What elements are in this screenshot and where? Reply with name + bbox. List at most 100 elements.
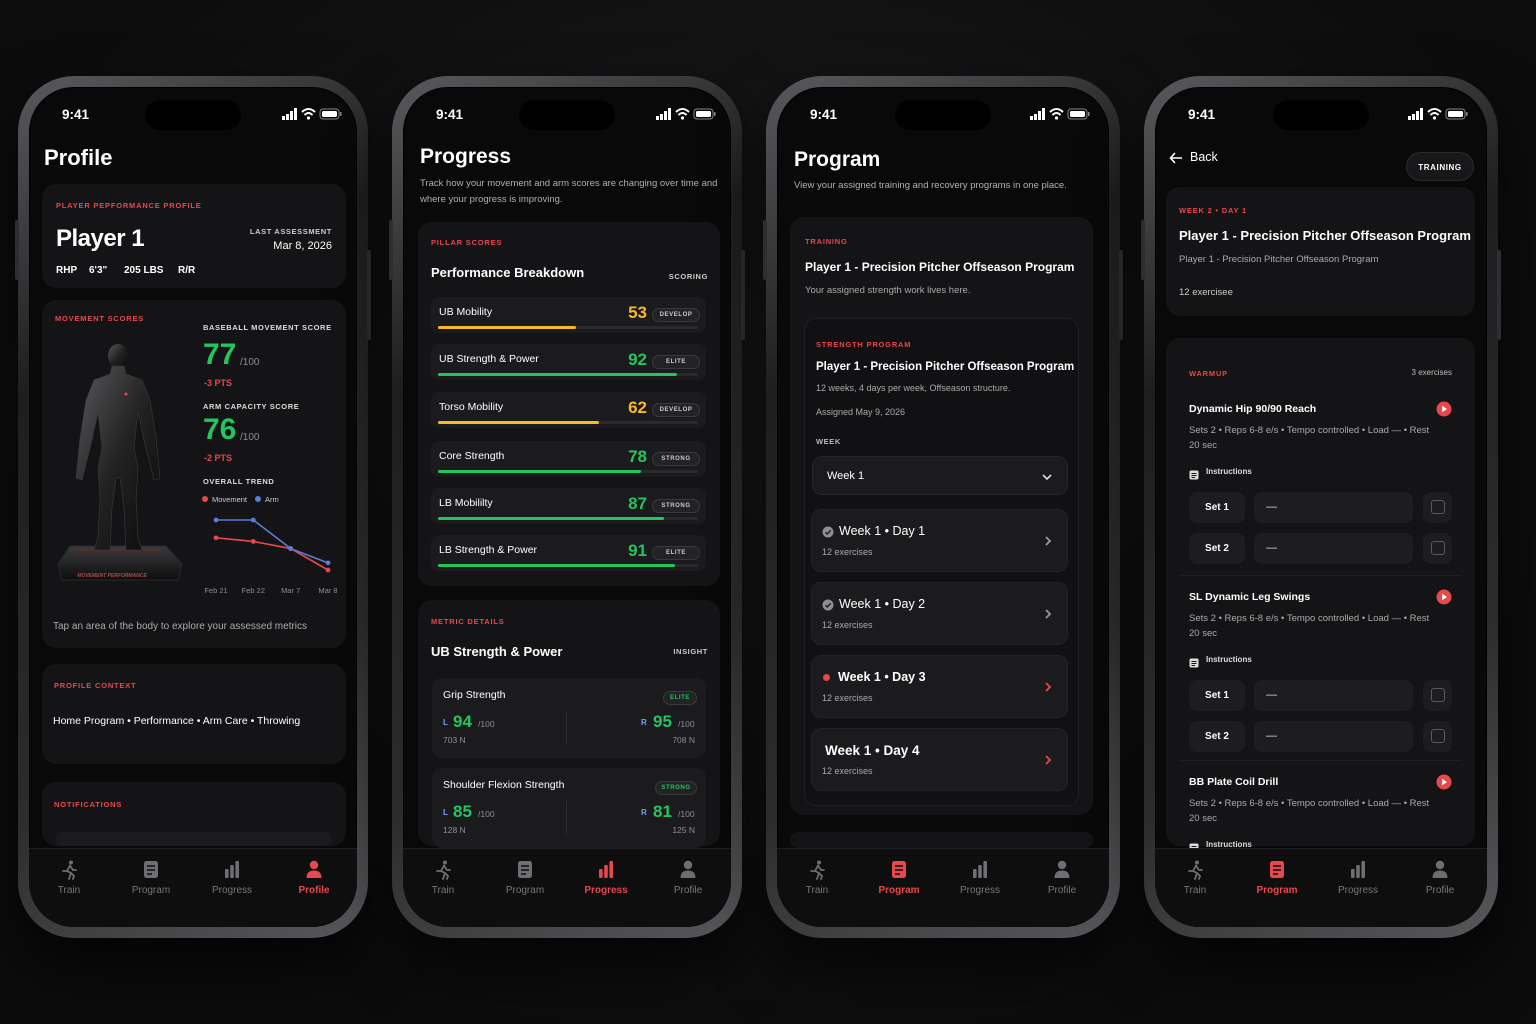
tab-icon[interactable]: [59, 859, 79, 880]
tab-label[interactable]: Profile: [1047, 884, 1077, 896]
tab-icon[interactable]: [222, 859, 242, 880]
trend-category: Mar 7: [281, 585, 301, 595]
body-figure-part: [108, 344, 128, 368]
play-button[interactable]: [1436, 774, 1452, 790]
day-row[interactable]: [811, 728, 1068, 791]
pillar-name: Torso Mobility: [439, 400, 504, 413]
section-label: TRAINING: [805, 236, 848, 246]
tab-label-active[interactable]: Program: [878, 884, 920, 896]
tab-icon[interactable]: [1430, 859, 1450, 880]
tab-icon[interactable]: [141, 859, 161, 880]
play-button[interactable]: [1436, 589, 1452, 605]
instructions-icon-part: [1189, 470, 1199, 480]
set-checkbox[interactable]: [1431, 729, 1445, 743]
status-icons-part: [1088, 112, 1090, 116]
tab-icon-part: [1435, 860, 1445, 870]
done-icon-part: [825, 529, 832, 536]
status-icons-part: [286, 114, 289, 120]
set-input[interactable]: —: [1254, 491, 1413, 523]
tab-icon-part: [983, 861, 987, 878]
tab-label-active[interactable]: Progress: [584, 884, 628, 896]
status-icons-part: [1030, 116, 1033, 120]
set-checkbox[interactable]: [1431, 500, 1445, 514]
tab-label[interactable]: Profile: [673, 884, 703, 896]
tab-label[interactable]: Progress: [1337, 884, 1378, 896]
status-icons-part: [290, 111, 293, 120]
set-checkbox[interactable]: [1431, 541, 1445, 555]
set-input[interactable]: —: [1254, 679, 1413, 711]
section-label: WEEK 2 • DAY 1: [1179, 205, 1248, 215]
exercise-count: 3 exercises: [1411, 368, 1452, 377]
tab-icon[interactable]: [807, 859, 827, 880]
player-attribute: RHP: [56, 264, 78, 276]
day-row[interactable]: [811, 509, 1068, 572]
pillar-score: 91: [628, 540, 647, 560]
tab-label[interactable]: Train: [1183, 884, 1207, 896]
tab-icon[interactable]: [1267, 859, 1287, 880]
tab-label[interactable]: Progress: [211, 884, 252, 896]
context-text: Home Program • Performance • Arm Care • …: [53, 714, 301, 727]
tab-icon[interactable]: [1185, 859, 1205, 880]
tab-icon-part: [599, 869, 603, 878]
tab-label[interactable]: Train: [57, 884, 81, 896]
phone-button: [1141, 220, 1145, 280]
chevron: [1042, 534, 1054, 546]
back-button[interactable]: Back: [1190, 150, 1218, 164]
status-icons-part: [1416, 111, 1419, 120]
tab-icon[interactable]: [970, 859, 990, 880]
week-select[interactable]: [812, 456, 1068, 495]
instructions-link[interactable]: Instructions: [1206, 840, 1252, 849]
tab-icon-part: [973, 861, 987, 878]
tab-icon-part: [1195, 860, 1199, 865]
tab-label[interactable]: Train: [431, 884, 455, 896]
tab-label[interactable]: Progress: [959, 884, 1000, 896]
tab-icon[interactable]: [304, 859, 324, 880]
tab-icon[interactable]: [596, 859, 616, 880]
done-icon: [822, 598, 834, 611]
set-checkbox-area: [1423, 679, 1452, 711]
chevron: [1042, 607, 1054, 619]
status-icons-part: [696, 111, 711, 117]
status-icons-part: [1466, 112, 1468, 116]
score-scale: /100: [478, 808, 495, 819]
score-value: 77: [203, 338, 237, 371]
legend-entry: Movement: [212, 494, 248, 504]
tab-icon-part: [680, 870, 696, 878]
tab-icon[interactable]: [433, 859, 453, 880]
day-row[interactable]: [811, 655, 1068, 718]
status-icons: [1028, 107, 1090, 121]
set-input[interactable]: —: [1254, 720, 1413, 752]
tab-icon[interactable]: [1348, 859, 1368, 880]
tab-icon[interactable]: [889, 859, 909, 880]
status-icons-part: [1054, 116, 1059, 120]
dynamic-island: [145, 100, 241, 130]
tab-label[interactable]: Train: [805, 884, 829, 896]
instructions-link[interactable]: Instructions: [1206, 655, 1252, 664]
instructions-link[interactable]: Instructions: [1206, 467, 1252, 476]
done-icon-part: [822, 526, 834, 538]
badge: ELITE: [652, 355, 700, 369]
tab-label-active[interactable]: Program: [1256, 884, 1298, 896]
done-icon-part: [822, 599, 834, 611]
play-button-part: [1442, 405, 1447, 413]
play-button[interactable]: [1436, 401, 1452, 417]
day-row[interactable]: [811, 582, 1068, 645]
set-input[interactable]: —: [1254, 532, 1413, 564]
set-checkbox[interactable]: [1431, 688, 1445, 702]
play-button-part: [1442, 778, 1447, 786]
tab-label-active[interactable]: Profile: [298, 884, 330, 896]
chevron-part: [1045, 609, 1052, 619]
tab-icon[interactable]: [1052, 859, 1072, 880]
pillar-score: 53: [628, 302, 647, 322]
tab-label[interactable]: Program: [505, 884, 545, 896]
instructions-icon-part: [1191, 661, 1197, 666]
tab-label[interactable]: Program: [131, 884, 171, 896]
pillar-bar: [438, 326, 576, 329]
tab-label[interactable]: Profile: [1425, 884, 1455, 896]
tab-icon[interactable]: [515, 859, 535, 880]
tab-bar: [403, 848, 731, 927]
tab-icon[interactable]: [678, 859, 698, 880]
tab-icon-part: [235, 861, 239, 878]
score-change: -2 PTS: [204, 452, 233, 463]
back-arrow[interactable]: [1169, 151, 1183, 164]
